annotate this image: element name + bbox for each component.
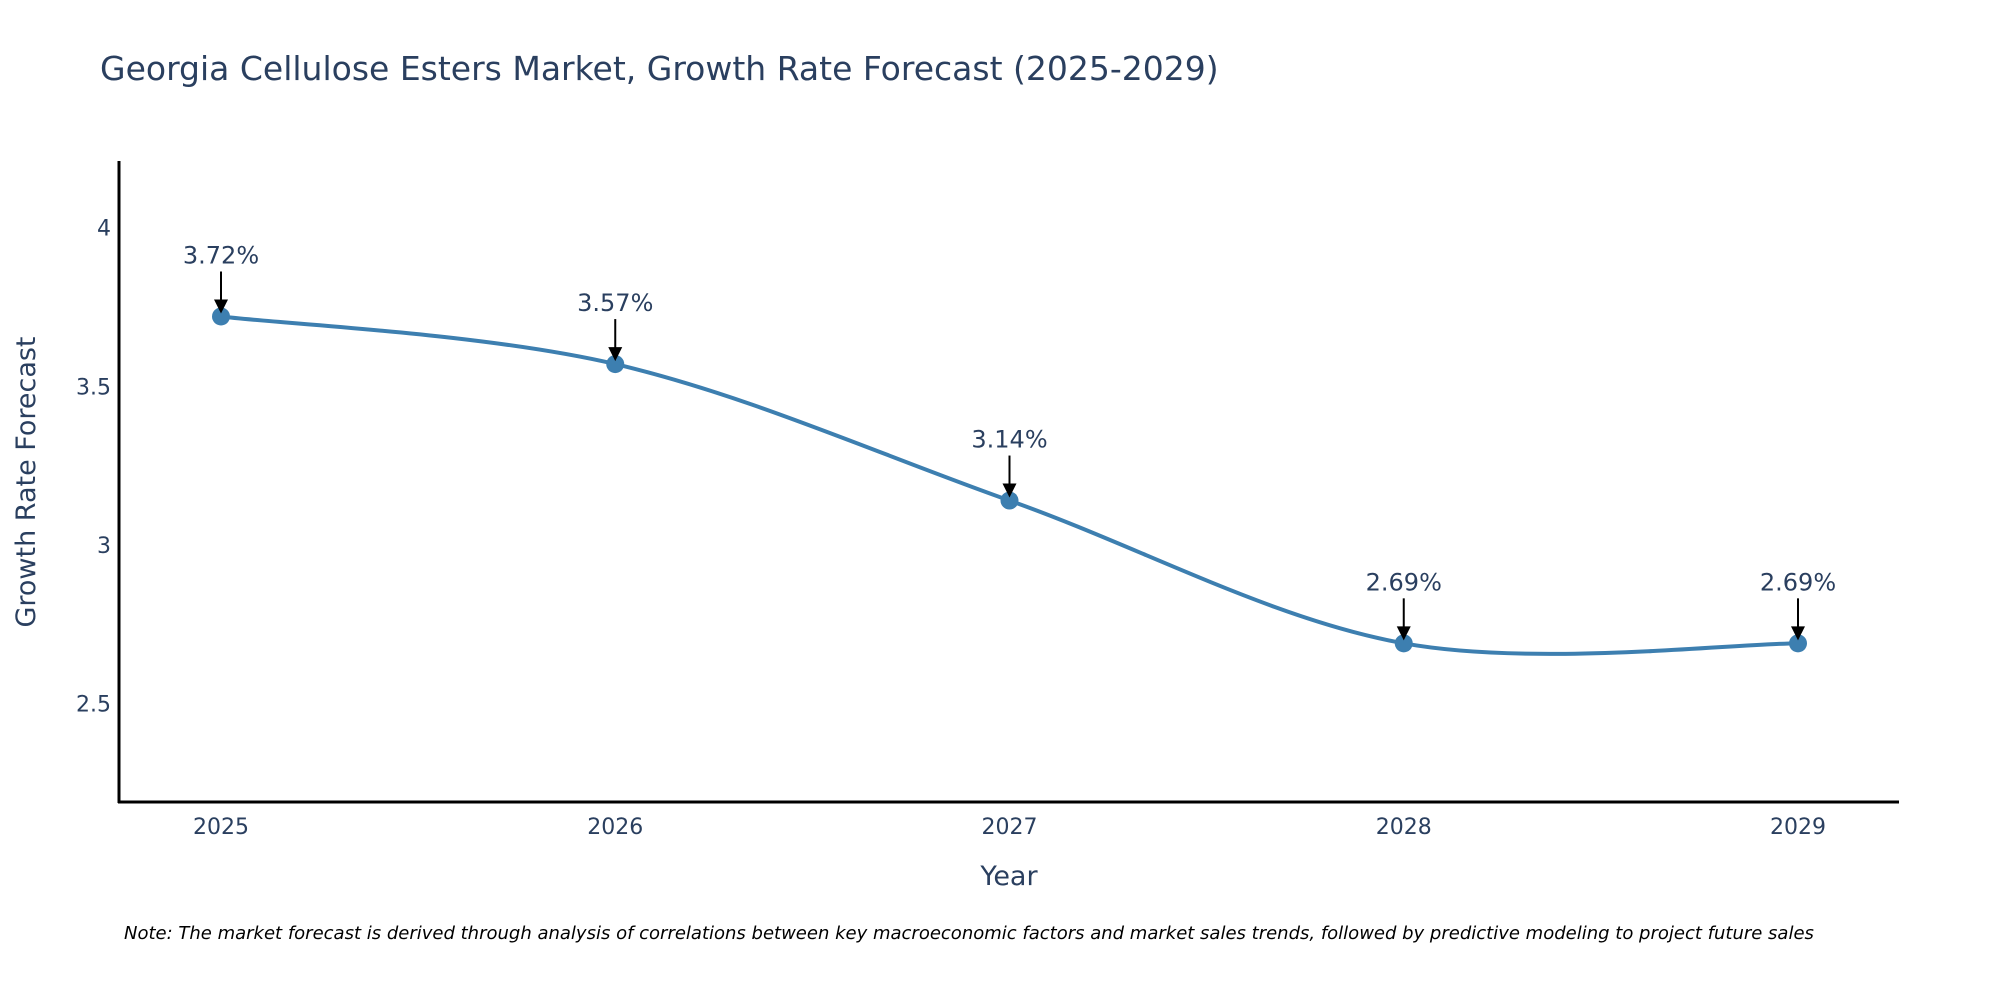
footnote: Note: The market forecast is derived thr… — [124, 923, 1814, 944]
data-annotation: 2.69% — [1366, 568, 1442, 641]
x-axis-ticks: 2025 2026 2027 2028 2029 — [193, 815, 1826, 840]
annotation-label: 3.57% — [577, 289, 653, 317]
annotation-label: 2.69% — [1366, 568, 1442, 596]
data-point-marker — [606, 355, 625, 374]
y-tick-label: 2.5 — [76, 693, 111, 718]
x-tick-label: 2027 — [982, 815, 1038, 840]
data-annotation: 3.72% — [183, 241, 259, 314]
y-tick-label: 4 — [97, 217, 111, 242]
arrow-head-icon — [1791, 626, 1805, 641]
arrow-head-icon — [1396, 626, 1411, 641]
x-tick-label: 2029 — [1770, 815, 1826, 840]
data-point-marker — [1394, 634, 1413, 653]
data-point-marker — [1000, 491, 1019, 510]
arrow-head-icon — [214, 299, 228, 314]
data-annotation: 3.14% — [971, 426, 1048, 498]
x-tick-label: 2025 — [193, 815, 249, 840]
x-tick-label: 2026 — [587, 815, 643, 840]
y-axis-ticks: 2.5 3 3.5 4 — [76, 217, 111, 718]
annotation-label: 3.14% — [971, 426, 1047, 454]
data-point-marker — [1789, 634, 1807, 653]
data-point-marker — [212, 307, 230, 326]
x-tick-label: 2028 — [1376, 815, 1432, 840]
chart-title: Georgia Cellulose Esters Market, Growth … — [100, 49, 1219, 88]
annotation-label: 2.69% — [1760, 568, 1836, 596]
data-annotations: 3.72% 3.57% 3.14% 2.69% 2.69% — [183, 241, 1836, 641]
series-markers — [212, 307, 1807, 653]
arrow-head-icon — [1002, 483, 1017, 498]
y-axis-title: Growth Rate Forecast — [11, 336, 42, 627]
arrow-head-icon — [608, 347, 623, 362]
annotation-label: 3.72% — [183, 241, 259, 269]
data-annotation: 2.69% — [1760, 568, 1836, 641]
y-tick-label: 3 — [97, 534, 111, 559]
data-annotation: 3.57% — [577, 289, 653, 362]
x-axis-title: Year — [979, 861, 1038, 892]
y-tick-label: 3.5 — [76, 375, 111, 400]
